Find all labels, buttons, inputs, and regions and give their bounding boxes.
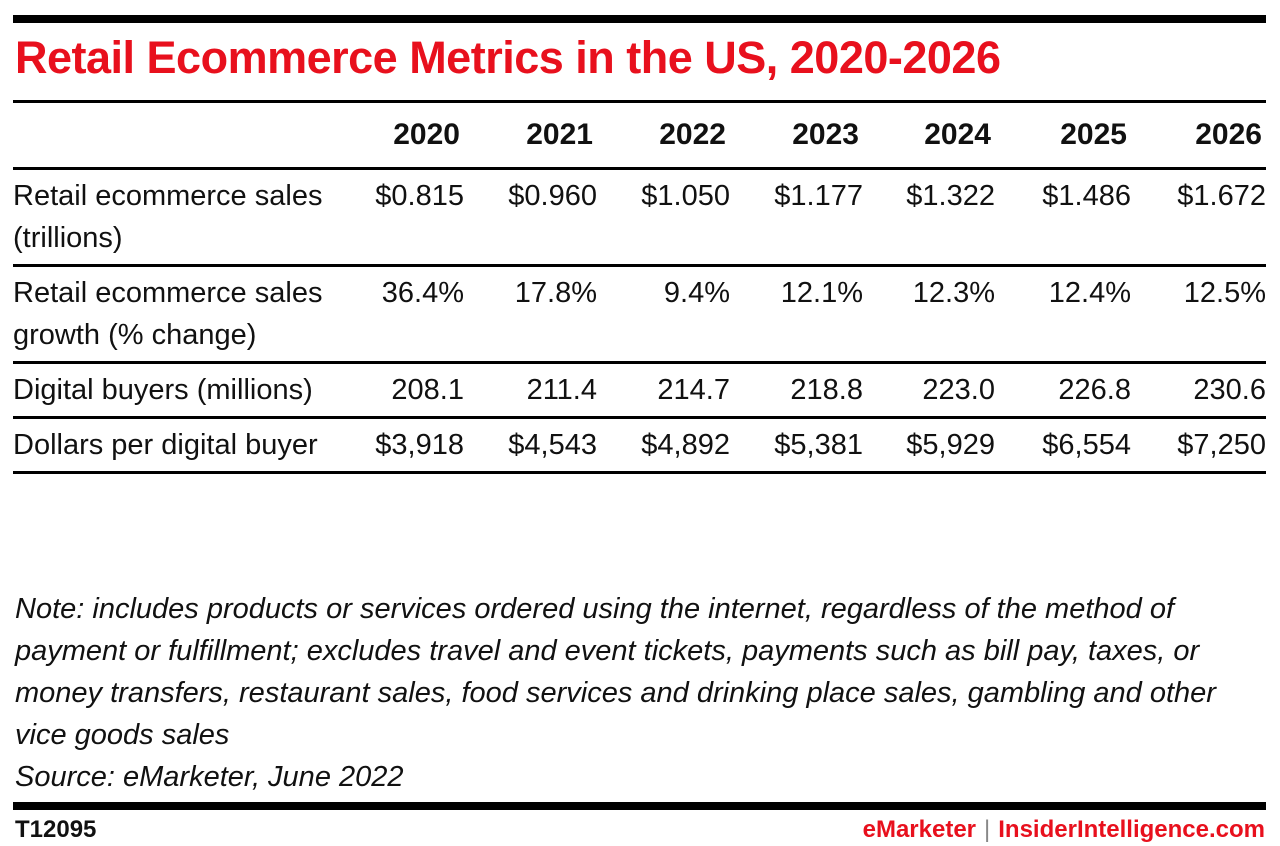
table-cell: 226.8: [1058, 374, 1131, 406]
column-header: 2021: [526, 118, 593, 151]
row-label: Dollars per digital buyer: [13, 429, 318, 461]
brand-emarketer: eMarketer: [862, 816, 977, 843]
chart-id: T12095: [15, 816, 97, 843]
table-cell: 223.0: [922, 374, 995, 406]
header-blank: [13, 103, 346, 169]
brand-footer: eMarketer | InsiderIntelligence.com: [863, 816, 1265, 844]
table-cell: $1.322: [906, 180, 995, 212]
header-rule: [13, 100, 1266, 103]
table-cell: $1.486: [1042, 180, 1131, 212]
column-header: 2020: [393, 118, 460, 151]
table-cell: 214.7: [657, 374, 730, 406]
column-header: 2024: [924, 118, 991, 151]
brand-separator: |: [984, 816, 991, 843]
table-cell: $4,892: [641, 429, 730, 461]
table-cell: 12.3%: [912, 277, 995, 309]
table-cell: $1.050: [641, 180, 730, 212]
table-cell: $0.960: [508, 180, 597, 212]
bottom-rule: [13, 802, 1266, 810]
table-cell: 218.8: [790, 374, 863, 406]
table-cell: $1.177: [774, 180, 863, 212]
column-header: 2025: [1060, 118, 1127, 151]
table-cell: $4,543: [508, 429, 597, 461]
table-cell: 12.4%: [1048, 277, 1131, 309]
table-row: Digital buyers (millions) 208.1 211.4 21…: [13, 362, 1266, 418]
column-header: 2026: [1195, 118, 1262, 151]
table-cell: 17.8%: [514, 277, 597, 309]
table-cell: 230.6: [1193, 374, 1266, 406]
chart-title: Retail Ecommerce Metrics in the US, 2020…: [15, 32, 1001, 83]
table-cell: 12.1%: [780, 277, 863, 309]
brand-insider-link[interactable]: InsiderIntelligence.com: [998, 816, 1265, 843]
header-row: 2020 2021 2022 2023 2024 2025 2026: [13, 103, 1266, 169]
table-row: Retail ecommerce sales growth (% change)…: [13, 265, 1266, 363]
table-cell: 12.5%: [1183, 277, 1266, 309]
row-label: Retail ecommerce sales (trillions): [13, 180, 323, 254]
table-row: Dollars per digital buyer $3,918 $4,543 …: [13, 417, 1266, 473]
table-cell: $0.815: [375, 180, 464, 212]
column-header: 2022: [659, 118, 726, 151]
table-cell: $5,381: [774, 429, 863, 461]
table-cell: $5,929: [906, 429, 995, 461]
metrics-table: 2020 2021 2022 2023 2024 2025 2026 Retai…: [13, 103, 1266, 474]
table-cell: 208.1: [391, 374, 464, 406]
footnote: Note: includes products or services orde…: [15, 588, 1265, 798]
column-header: 2023: [792, 118, 859, 151]
top-rule: [13, 15, 1266, 23]
table-cell: $6,554: [1042, 429, 1131, 461]
source-text: Source: eMarketer, June 2022: [15, 761, 404, 793]
table-cell: 36.4%: [381, 277, 464, 309]
row-label: Retail ecommerce sales growth (% change): [13, 277, 323, 351]
table-cell: 9.4%: [663, 277, 730, 309]
note-text: Note: includes products or services orde…: [15, 593, 1216, 751]
table-row: Retail ecommerce sales (trillions) $0.81…: [13, 168, 1266, 266]
row-label: Digital buyers (millions): [13, 374, 313, 406]
table-cell: $1.672: [1177, 180, 1266, 212]
table-cell: 211.4: [526, 374, 597, 406]
table-cell: $3,918: [375, 429, 464, 461]
table-cell: $7,250: [1177, 429, 1266, 461]
